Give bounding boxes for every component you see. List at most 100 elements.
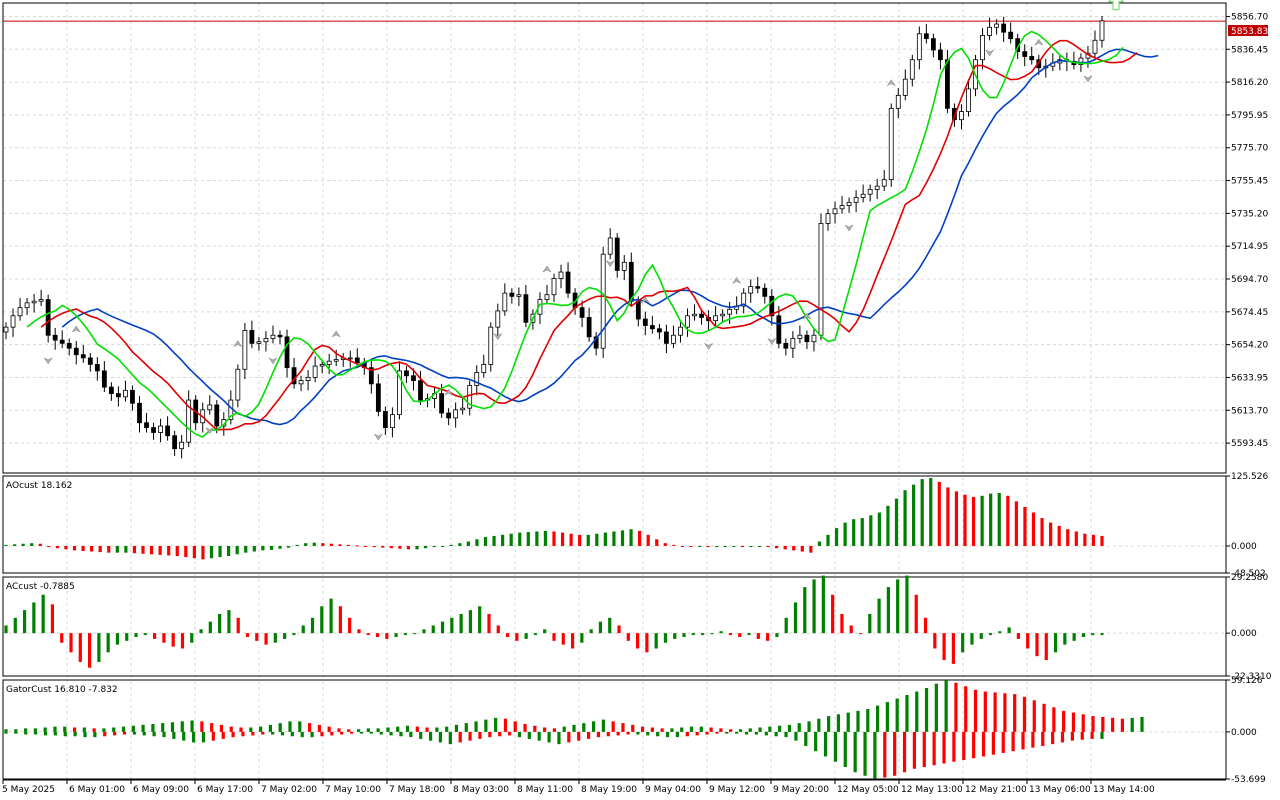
gator-upper-bar <box>454 724 459 732</box>
gator-upper-bar <box>33 728 37 732</box>
gator-lower-bar <box>83 731 87 738</box>
gator-upper-bar <box>875 705 880 732</box>
gator-lower-bar <box>1090 731 1094 739</box>
ac-bar <box>812 579 816 634</box>
gator-upper-bar <box>787 724 792 732</box>
gator-upper-bar <box>827 716 831 732</box>
ac-bar <box>115 633 120 645</box>
ao-bar <box>269 545 274 550</box>
gator-upper-bar <box>905 695 909 732</box>
ao-bar <box>1100 535 1104 546</box>
ac-bar <box>403 633 407 636</box>
ao-bar <box>903 490 907 546</box>
gator-upper-bar <box>43 727 47 732</box>
price-panel[interactable] <box>3 0 1226 459</box>
gator-upper-bar <box>983 691 987 732</box>
ac-bar <box>459 613 463 634</box>
candle-bear <box>94 364 100 372</box>
gator-upper-bar <box>591 721 596 732</box>
time-label: 6 May 17:00 <box>197 785 253 795</box>
price-label: 5593.45 <box>1231 439 1268 449</box>
gator-lower-bar <box>764 731 768 736</box>
candle-bull <box>1099 20 1105 41</box>
gator-lower-bar <box>211 731 215 741</box>
ao-bar <box>449 544 453 546</box>
ac-bar <box>552 633 556 641</box>
gator-upper-bar <box>993 692 997 732</box>
ao-bar <box>235 545 239 555</box>
gator-axis-label: 0.000 <box>1231 728 1257 738</box>
gator-panel[interactable] <box>4 680 1144 779</box>
price-label: 5836.45 <box>1231 45 1268 55</box>
ac-bar <box>524 633 528 639</box>
gator-upper-bar <box>190 720 194 732</box>
gator-upper-bar <box>915 691 919 732</box>
gator-lower-bar <box>498 731 502 737</box>
ao-bar <box>1066 529 1070 546</box>
gator-upper-bar <box>817 718 821 732</box>
gator-lower-bar <box>4 731 8 734</box>
candle-bull <box>959 111 964 121</box>
ac-bar <box>515 633 519 641</box>
ao-axis-label: -48.502 <box>1231 569 1266 579</box>
gator-lower-bar <box>784 731 788 738</box>
fractal-down <box>844 224 854 232</box>
ao-bar <box>261 545 265 551</box>
candle-bear <box>439 393 444 414</box>
ao-bar <box>886 505 890 546</box>
candle-bull <box>558 271 564 279</box>
gator-upper-bar <box>944 680 948 732</box>
ao-axis-label: 125.526 <box>1231 472 1268 482</box>
ao-bar <box>526 532 530 546</box>
gator-upper-bar <box>1022 696 1027 732</box>
gator-lower-bar <box>754 731 759 735</box>
ao-panel[interactable] <box>4 477 1104 560</box>
gator-upper-bar <box>1140 716 1144 732</box>
price-label: 5775.70 <box>1231 144 1268 154</box>
ao-bar <box>680 545 685 547</box>
gator-upper-bar <box>572 724 576 732</box>
gator-upper-bar <box>484 719 488 732</box>
gator-upper-bar <box>1013 694 1017 732</box>
ao-bar <box>218 545 222 558</box>
ac-bar <box>1053 633 1058 653</box>
ac-bar <box>719 631 723 634</box>
time-label: 7 May 18:00 <box>389 785 445 795</box>
ac-bar <box>97 633 101 662</box>
time-label: 5 May 2025 <box>2 785 55 795</box>
ac-bar <box>320 606 324 634</box>
ao-bar <box>1006 495 1010 546</box>
ac-panel[interactable] <box>4 575 1104 668</box>
ao-bar <box>115 545 119 553</box>
fractal-down <box>767 337 777 345</box>
ao-bar <box>286 545 291 548</box>
ac-bar <box>385 633 389 639</box>
gator-lower-bar <box>172 731 176 739</box>
gator-lower-bar <box>705 731 709 735</box>
gator-upper-bar <box>102 728 106 732</box>
gator-lower-bar <box>981 731 986 757</box>
time-label: 7 May 10:00 <box>325 785 381 795</box>
ac-bar <box>227 610 231 634</box>
gator-upper-bar <box>317 724 321 732</box>
gator-upper-bar <box>836 714 841 732</box>
ao-bar <box>646 534 650 546</box>
ac-axis-label: 0.000 <box>1231 629 1257 639</box>
gator-lower-bar <box>221 731 225 739</box>
ao-bar <box>809 545 813 553</box>
ao-bar <box>912 484 916 546</box>
ac-bar <box>338 606 342 634</box>
candle-bull <box>460 407 466 411</box>
candle-bull <box>390 414 395 429</box>
ac-bar <box>218 613 222 634</box>
ao-bar <box>586 534 590 546</box>
gator-lower-bar <box>419 731 423 739</box>
ac-bar <box>756 633 760 639</box>
candle-bear <box>776 315 782 344</box>
ac-bar <box>431 625 435 634</box>
time-label: 6 May 01:00 <box>69 785 125 795</box>
candle-bull <box>790 338 796 349</box>
ac-bar <box>69 633 73 653</box>
